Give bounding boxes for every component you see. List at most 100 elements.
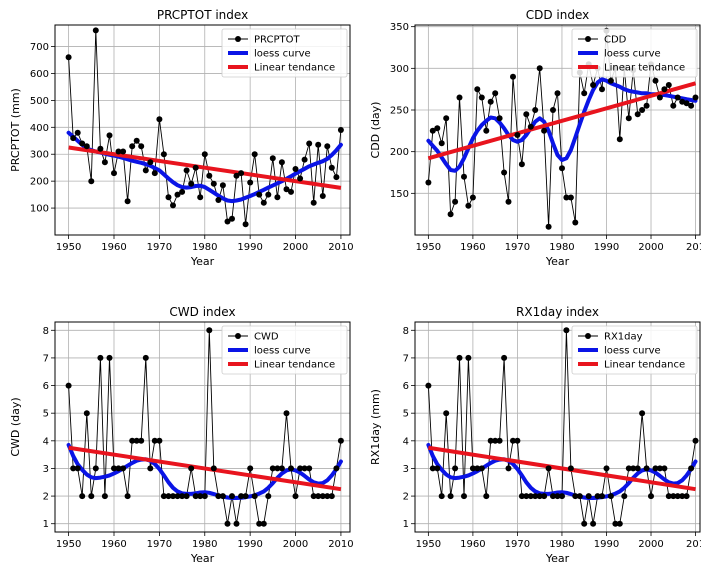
x-tick-label: 1960 [101, 242, 126, 253]
legend-item: Linear tendance [228, 360, 335, 371]
data-point [156, 116, 163, 123]
data-point [324, 143, 331, 150]
y-tick-label: 3 [43, 464, 49, 475]
y-tick-label: 2 [43, 492, 49, 503]
x-tick-label: 1990 [237, 539, 262, 550]
y-tick-label: 200 [30, 177, 49, 188]
data-point [83, 410, 90, 417]
data-point [133, 137, 140, 144]
y-tick-label: 350 [390, 22, 409, 33]
legend-item: PRCPTOT [228, 35, 300, 46]
legend-label: loess curve [254, 346, 311, 357]
data-point [443, 115, 450, 122]
data-point [337, 437, 344, 444]
x-tick-label: 1980 [549, 539, 574, 550]
legend-label: loess curve [604, 346, 661, 357]
y-tick-label: 6 [403, 381, 409, 392]
legend-marker [585, 333, 591, 339]
x-tick-label: 1990 [594, 242, 619, 253]
legend: RX1day loess curve Linear tendance [571, 325, 698, 375]
data-point [554, 90, 561, 97]
data-point [688, 102, 695, 109]
data-point [594, 493, 601, 500]
data-point [452, 198, 459, 205]
data-point [425, 179, 432, 186]
legend-marker [235, 333, 241, 339]
chart-title: PRCPTOT index [157, 8, 248, 22]
data-point [465, 202, 472, 209]
data-point [306, 465, 313, 472]
data-point [621, 493, 628, 500]
data-point [224, 520, 231, 527]
data-point [492, 90, 499, 97]
data-point [648, 493, 654, 500]
data-point [443, 410, 450, 417]
x-tick-label: 1960 [460, 242, 485, 253]
data-point [478, 465, 485, 472]
data-point [138, 437, 145, 444]
data-point [97, 145, 104, 152]
data-point [292, 166, 299, 172]
data-point [532, 493, 539, 500]
data-point [92, 465, 99, 472]
data-point [670, 493, 677, 500]
axes-frame [54, 321, 351, 533]
data-point [532, 107, 539, 113]
data-point [242, 221, 249, 228]
data-point [474, 465, 481, 472]
data-point [233, 172, 240, 179]
plot-area [425, 327, 699, 527]
chart-title: CWD index [169, 305, 235, 319]
x-tick-label: 1980 [192, 242, 217, 253]
data-point [265, 493, 272, 500]
data-point [425, 382, 432, 389]
legend-item: loess curve [228, 346, 311, 357]
axes-frame [414, 24, 701, 236]
data-point [229, 493, 235, 500]
x-axis-label: Year [190, 552, 215, 565]
data-point [447, 211, 454, 218]
data-point [310, 493, 317, 500]
data-point [238, 493, 245, 500]
data-point [151, 170, 158, 177]
data-point [238, 170, 245, 177]
data-point [206, 327, 213, 334]
data-point [683, 100, 690, 107]
x-tick-label: 1950 [416, 539, 441, 550]
data-point [310, 199, 317, 206]
data-point [151, 437, 158, 444]
legend-item: CWD [228, 332, 279, 343]
data-point [156, 437, 163, 444]
x-tick-label: 2010 [328, 539, 353, 550]
data-point [124, 198, 131, 205]
data-point [215, 197, 222, 203]
chart-0: 1950 1960 1970 1980 1990 2000 2010 100 200 300 400… [9, 8, 354, 268]
data-point [612, 520, 619, 527]
data-point [429, 465, 436, 472]
data-point [70, 465, 77, 472]
data-point [527, 493, 534, 500]
data-point [197, 493, 204, 500]
data-point [124, 493, 131, 500]
y-tick-label: 2 [403, 492, 409, 503]
legend-box [221, 28, 348, 78]
x-axis-label: Year [545, 552, 570, 565]
data-point [550, 107, 556, 113]
data-point [142, 354, 149, 361]
data-point [297, 175, 304, 182]
data-point [590, 82, 597, 88]
data-point [501, 169, 508, 176]
data-point [170, 202, 176, 209]
data-point [147, 159, 154, 166]
chart-3: 1950 1960 1970 1980 1990 2000 201 1 2 3 4 5 6 7 8 RX1da… [369, 305, 701, 565]
data-point [288, 188, 294, 195]
x-axis-label: Year [190, 255, 215, 268]
data-point [179, 493, 186, 500]
y-tick-label: 100 [30, 204, 49, 215]
data-point [269, 155, 276, 162]
data-point [260, 520, 267, 527]
legend-box [571, 325, 698, 375]
data-point [278, 159, 285, 166]
data-point [215, 493, 222, 500]
x-tick-label: 201 [686, 242, 701, 253]
